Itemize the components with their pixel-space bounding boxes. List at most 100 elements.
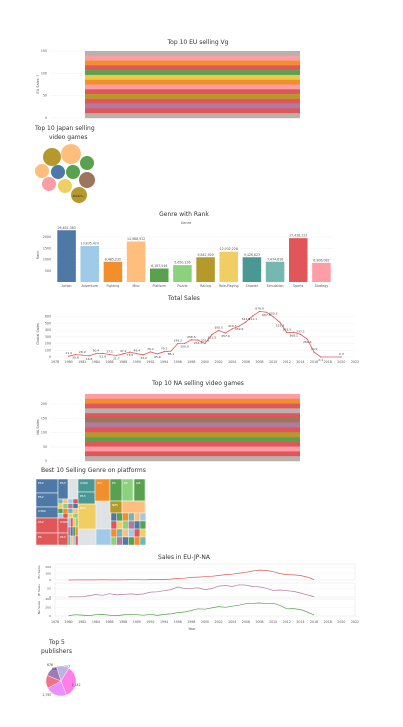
treemap-cell[interactable] — [72, 498, 79, 504]
genre-bar[interactable] — [288, 238, 308, 282]
total-sales-point[interactable] — [68, 355, 70, 357]
genre-bar[interactable] — [80, 246, 100, 282]
genre-bar[interactable] — [103, 261, 123, 282]
treemap-cell[interactable] — [67, 535, 71, 546]
treemap-cell[interactable] — [128, 512, 135, 522]
treemap-cell[interactable] — [72, 503, 79, 509]
na-bar[interactable] — [85, 451, 300, 457]
total-sales-point[interactable] — [258, 310, 261, 313]
treemap-cell[interactable] — [139, 512, 147, 522]
treemap-cell[interactable] — [75, 535, 79, 546]
treemap-cell[interactable] — [116, 536, 123, 546]
total-sales-point[interactable] — [313, 351, 315, 353]
eu-bar[interactable] — [85, 70, 300, 76]
eu-bar[interactable] — [85, 65, 300, 71]
total-sales-point[interactable] — [265, 311, 267, 313]
total-sales-point[interactable] — [115, 354, 117, 357]
eu-bar[interactable] — [85, 55, 300, 61]
treemap-cell[interactable] — [67, 503, 74, 509]
treemap-cell[interactable] — [72, 517, 76, 528]
treemap-cell[interactable] — [57, 498, 64, 504]
eu-bar[interactable] — [85, 51, 300, 56]
treemap-cell[interactable] — [133, 520, 141, 530]
treemap-cell[interactable] — [116, 520, 123, 530]
genre-bar[interactable] — [57, 230, 76, 282]
treemap-cell[interactable] — [67, 517, 71, 528]
treemap-cell[interactable] — [62, 513, 69, 519]
treemap-cell[interactable] — [75, 517, 79, 528]
treemap-cell[interactable] — [62, 498, 69, 504]
treemap-cell[interactable] — [122, 512, 129, 522]
treemap-cell[interactable] — [110, 528, 118, 538]
genre-bar[interactable] — [173, 265, 192, 282]
treemap-cell[interactable] — [67, 498, 74, 504]
bubble[interactable] — [61, 144, 81, 164]
na-bar[interactable] — [85, 422, 300, 428]
treemap-cell[interactable] — [121, 500, 146, 514]
region-series-line[interactable] — [68, 569, 315, 581]
treemap-cell[interactable] — [67, 526, 71, 537]
treemap-cell[interactable] — [72, 535, 76, 546]
treemap-cell[interactable] — [110, 536, 118, 546]
treemap-cell[interactable] — [110, 520, 118, 530]
treemap-cell[interactable] — [67, 513, 74, 519]
na-bar[interactable] — [85, 413, 300, 419]
total-sales-point[interactable] — [143, 354, 145, 356]
total-sales-point[interactable] — [197, 339, 199, 341]
treemap-cell[interactable] — [57, 508, 64, 514]
bubble[interactable] — [66, 165, 80, 179]
bubble[interactable] — [43, 148, 61, 166]
na-bar[interactable] — [85, 432, 300, 438]
bubble[interactable] — [80, 156, 94, 170]
treemap-cell[interactable] — [133, 536, 141, 546]
total-sales-point[interactable] — [245, 321, 247, 323]
treemap-cell[interactable] — [72, 526, 76, 537]
treemap-cell[interactable] — [128, 536, 135, 546]
treemap-cell[interactable] — [116, 528, 123, 538]
total-sales-point[interactable] — [95, 353, 97, 355]
treemap-cell[interactable] — [70, 535, 74, 546]
eu-bar[interactable] — [85, 79, 300, 85]
na-bar[interactable] — [85, 403, 300, 409]
total-sales-point[interactable] — [136, 353, 138, 355]
genre-bar[interactable] — [219, 251, 239, 282]
bubble[interactable] — [51, 165, 65, 179]
treemap-cell[interactable] — [70, 517, 74, 528]
genre-bar[interactable] — [312, 262, 331, 282]
eu-bar[interactable] — [85, 74, 300, 80]
treemap-cell[interactable] — [110, 512, 118, 522]
treemap-cell[interactable] — [95, 528, 112, 546]
treemap-cell[interactable] — [72, 513, 79, 519]
treemap-cell[interactable] — [133, 512, 141, 522]
treemap-cell[interactable] — [62, 503, 69, 509]
total-sales-point[interactable] — [293, 331, 295, 333]
treemap-cell[interactable] — [72, 508, 79, 514]
treemap-cell[interactable] — [70, 526, 74, 537]
eu-bar[interactable] — [85, 103, 300, 109]
na-bar[interactable] — [85, 394, 300, 399]
treemap-cell[interactable] — [67, 508, 74, 514]
total-sales-point[interactable] — [102, 352, 104, 354]
treemap-cell[interactable] — [122, 536, 129, 546]
total-sales-point[interactable] — [122, 353, 124, 355]
bubble[interactable] — [79, 172, 95, 188]
total-sales-point[interactable] — [320, 356, 322, 358]
total-sales-point[interactable] — [163, 351, 165, 353]
total-sales-point[interactable] — [252, 315, 254, 317]
treemap-cell[interactable] — [133, 528, 141, 538]
treemap-cell[interactable] — [75, 526, 79, 537]
na-bar[interactable] — [85, 446, 300, 452]
treemap-cell[interactable] — [128, 520, 135, 530]
total-sales-point[interactable] — [177, 343, 179, 345]
eu-bar[interactable] — [85, 108, 300, 114]
eu-bar[interactable] — [85, 98, 300, 104]
total-sales-point[interactable] — [340, 356, 342, 358]
total-sales-point[interactable] — [231, 328, 233, 330]
total-sales-point[interactable] — [286, 331, 288, 334]
total-sales-point[interactable] — [272, 316, 274, 318]
genre-bar[interactable] — [149, 268, 169, 283]
total-sales-point[interactable] — [74, 353, 77, 356]
pie-slice[interactable] — [56, 665, 70, 682]
total-sales-point[interactable] — [81, 354, 83, 356]
total-sales-point[interactable] — [218, 329, 220, 332]
